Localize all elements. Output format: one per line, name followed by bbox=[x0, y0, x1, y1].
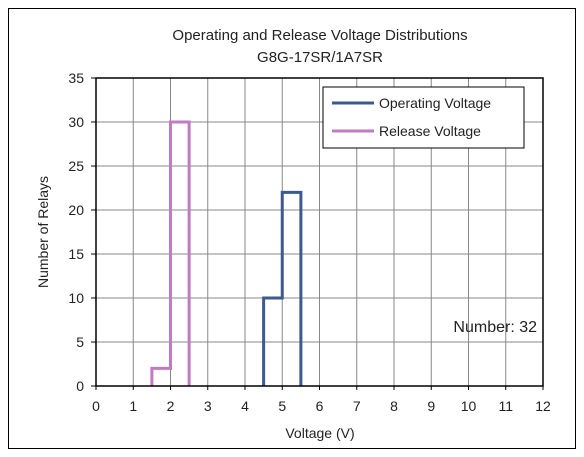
annotation-number: Number: 32 bbox=[453, 319, 537, 336]
x-tick-label: 2 bbox=[167, 398, 175, 414]
x-tick-label: 9 bbox=[427, 398, 435, 414]
x-tick-label: 12 bbox=[535, 398, 551, 414]
y-tick-label: 25 bbox=[68, 158, 84, 174]
chart-title-line1: Operating and Release Voltage Distributi… bbox=[172, 27, 467, 44]
legend-label-operating: Operating Voltage bbox=[379, 95, 491, 111]
x-tick-label: 4 bbox=[241, 398, 249, 414]
y-tick-label: 20 bbox=[68, 202, 84, 218]
plot-area-border bbox=[95, 77, 544, 387]
series-line-release bbox=[150, 120, 191, 386]
y-tick-label: 35 bbox=[68, 70, 84, 86]
x-tick-label: 3 bbox=[204, 398, 212, 414]
x-tick-label: 1 bbox=[129, 398, 137, 414]
x-tick-label: 5 bbox=[278, 398, 286, 414]
y-tick-label: 30 bbox=[68, 114, 84, 130]
x-tick-label: 7 bbox=[353, 398, 361, 414]
y-tick-label: 15 bbox=[68, 246, 84, 262]
y-tick-label: 5 bbox=[76, 334, 84, 350]
legend: Operating Voltage Release Voltage bbox=[322, 86, 525, 149]
chart-frame bbox=[8, 8, 576, 449]
x-tick-label: 8 bbox=[390, 398, 398, 414]
y-tick-label: 10 bbox=[68, 290, 84, 306]
legend-box bbox=[322, 86, 525, 149]
y-axis-label: Number of Relays bbox=[35, 176, 51, 288]
y-tick-label: 0 bbox=[76, 378, 84, 394]
x-tick-label: 6 bbox=[316, 398, 324, 414]
legend-label-release: Release Voltage bbox=[379, 123, 481, 139]
x-tick-label: 0 bbox=[92, 398, 100, 414]
x-tick-label: 11 bbox=[498, 398, 513, 414]
chart-title-line2: G8G-17SR/1A7SR bbox=[257, 49, 383, 66]
x-tick-label: 10 bbox=[461, 398, 477, 414]
series-group bbox=[150, 120, 303, 386]
series-line-operating bbox=[262, 190, 303, 386]
x-axis-label: Voltage (V) bbox=[285, 425, 354, 441]
